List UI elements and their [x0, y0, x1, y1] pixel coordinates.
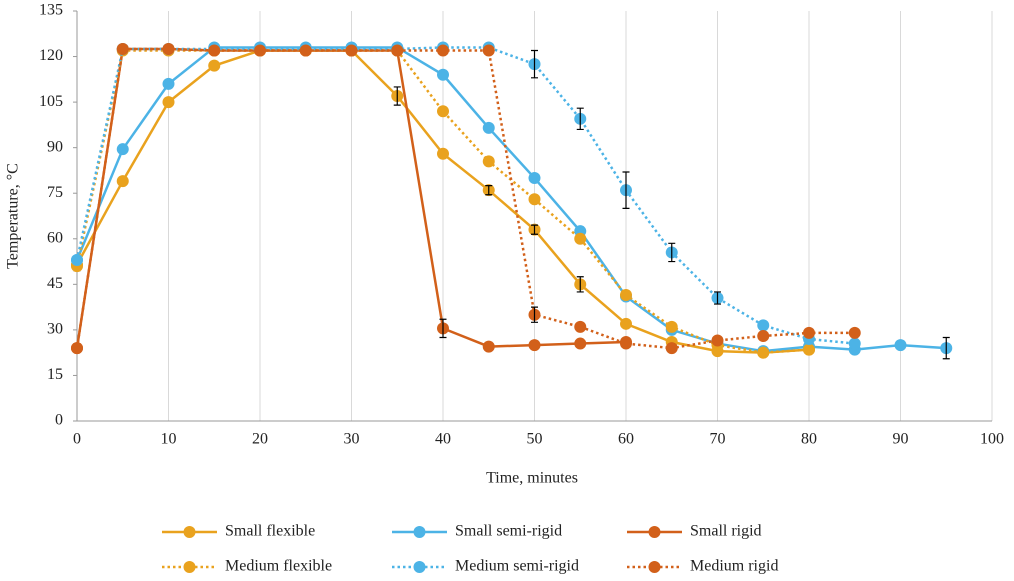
- marker: [848, 337, 861, 350]
- error-bar: [485, 185, 493, 196]
- error-bar: [531, 306, 538, 323]
- marker: [208, 59, 221, 72]
- error-bar: [622, 171, 630, 210]
- marker: [254, 44, 266, 57]
- x-tick-label: 0: [73, 431, 81, 448]
- marker: [620, 288, 632, 301]
- error-bar: [531, 224, 538, 235]
- legend-marker: [413, 526, 426, 538]
- marker: [162, 42, 175, 55]
- marker: [345, 44, 358, 57]
- marker: [574, 232, 587, 245]
- marker: [116, 42, 129, 55]
- x-tick-label: 70: [710, 431, 726, 448]
- marker: [482, 340, 495, 353]
- error-bar: [393, 86, 401, 106]
- legend-label: Medium flexible: [225, 558, 332, 575]
- marker: [71, 342, 83, 355]
- marker: [437, 68, 449, 81]
- marker: [208, 44, 221, 57]
- y-tick-label: 15: [47, 366, 63, 383]
- marker: [574, 337, 587, 350]
- legend-marker: [413, 561, 426, 573]
- marker: [528, 193, 541, 206]
- marker: [620, 317, 632, 330]
- marker: [391, 44, 404, 57]
- marker: [528, 339, 541, 352]
- marker: [757, 329, 770, 342]
- marker: [482, 121, 495, 134]
- marker: [482, 44, 495, 57]
- marker: [803, 343, 815, 356]
- marker: [528, 172, 541, 185]
- marker: [848, 326, 861, 339]
- error-bar: [668, 242, 676, 263]
- series-line: [75, 49, 810, 354]
- marker: [437, 105, 449, 118]
- marker: [574, 320, 587, 333]
- legend-label: Medium rigid: [690, 558, 778, 575]
- marker: [116, 143, 129, 156]
- y-tick-label: 30: [47, 321, 63, 338]
- marker: [665, 342, 678, 355]
- error-bar: [531, 49, 538, 79]
- x-tick-label: 90: [893, 431, 909, 448]
- marker: [803, 326, 815, 339]
- y-tick-label: 0: [55, 412, 63, 429]
- x-tick-label: 80: [801, 431, 817, 448]
- x-axis-label: Time, minutes: [486, 470, 578, 487]
- x-tick-label: 40: [435, 431, 451, 448]
- marker: [757, 319, 770, 332]
- y-tick-label: 105: [39, 93, 63, 110]
- error-bar: [576, 276, 584, 293]
- x-tick-label: 100: [980, 431, 1004, 448]
- error-bar: [439, 318, 447, 339]
- marker: [71, 254, 83, 267]
- y-axis-label: Temperature, °C: [5, 163, 22, 269]
- error-bar: [576, 107, 584, 131]
- y-tick-label: 45: [47, 275, 63, 292]
- legend-marker: [648, 526, 661, 538]
- marker: [162, 96, 175, 109]
- marker: [482, 155, 495, 168]
- marker: [437, 44, 449, 57]
- marker: [665, 320, 678, 333]
- series-line: [75, 47, 855, 350]
- legend-marker: [183, 526, 196, 538]
- error-bar: [942, 336, 950, 360]
- y-tick-label: 90: [47, 138, 63, 155]
- marker: [437, 147, 449, 160]
- marker: [620, 337, 632, 350]
- x-tick-label: 20: [252, 431, 268, 448]
- legend-label: Small flexible: [225, 523, 315, 540]
- legend-marker: [183, 561, 196, 573]
- error-bar: [714, 291, 721, 305]
- x-tick-label: 50: [527, 431, 543, 448]
- marker: [894, 339, 907, 352]
- x-tick-label: 30: [344, 431, 360, 448]
- y-tick-label: 60: [47, 229, 63, 246]
- marker: [757, 346, 770, 359]
- marker: [299, 44, 312, 57]
- x-tick-label: 60: [618, 431, 634, 448]
- series-line: [75, 46, 947, 353]
- legend-label: Small semi-rigid: [455, 523, 562, 540]
- marker: [116, 175, 129, 188]
- x-tick-label: 10: [161, 431, 177, 448]
- marker: [162, 77, 175, 90]
- legend-marker: [648, 561, 661, 573]
- y-tick-label: 75: [47, 184, 63, 201]
- legend-label: Small rigid: [690, 523, 762, 540]
- marker: [711, 334, 724, 347]
- legend-label: Medium semi-rigid: [455, 558, 579, 575]
- y-tick-label: 135: [39, 2, 63, 19]
- series-line: [75, 46, 855, 345]
- y-tick-label: 120: [39, 47, 63, 64]
